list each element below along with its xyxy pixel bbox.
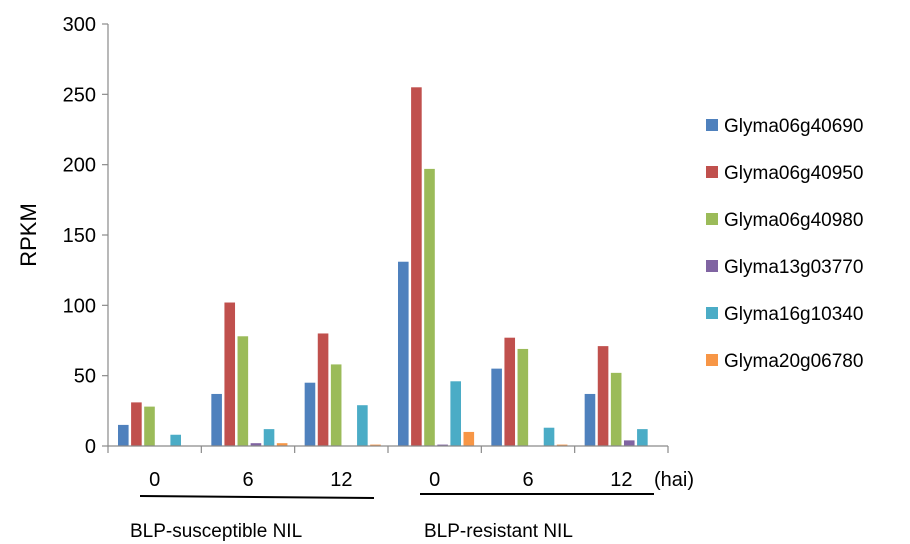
bar	[304, 382, 316, 446]
group-labels: BLP-susceptible NIL BLP-resistant NIL	[130, 493, 654, 542]
x-tick-label: 12	[330, 469, 352, 491]
legend-label: Glyma06g40690	[724, 116, 863, 137]
bar	[623, 440, 635, 446]
x-tick-label: 0	[429, 469, 440, 491]
legend-label: Glyma06g40950	[724, 163, 863, 184]
bar	[543, 427, 555, 446]
x-tick-label: 6	[242, 469, 253, 491]
y-tick-label: 300	[63, 14, 96, 36]
bar	[504, 337, 516, 446]
bar	[517, 348, 529, 446]
legend-swatch	[706, 213, 718, 225]
group-label: BLP-resistant NIL	[424, 521, 573, 542]
bar	[491, 368, 502, 446]
x-axis-unit: (hai)	[654, 469, 694, 491]
bar	[398, 261, 409, 446]
bar	[263, 429, 275, 446]
bar	[144, 406, 155, 446]
legend-swatch	[706, 166, 718, 178]
y-tick-label: 0	[85, 436, 96, 458]
bar	[317, 333, 329, 446]
bar	[556, 444, 568, 446]
bar	[411, 87, 422, 447]
group-label: BLP-susceptible NIL	[130, 521, 302, 542]
ticks-layer: 0 50 100 150 200 250 300 0 6 12 0 6 12	[63, 14, 669, 491]
bar	[211, 393, 222, 446]
bar	[437, 444, 448, 446]
bar	[463, 431, 475, 446]
bar	[637, 429, 648, 446]
y-tick-label: 100	[63, 295, 96, 317]
bars-layer	[118, 87, 648, 447]
bar	[584, 393, 596, 446]
bar	[170, 434, 181, 446]
legend-label: Glyma06g40980	[724, 210, 863, 231]
y-tick-label: 50	[74, 366, 96, 388]
legend-swatch	[706, 260, 718, 272]
y-tick-label: 150	[63, 225, 96, 247]
group-underline	[139, 495, 375, 499]
x-tick-label: 0	[149, 469, 160, 491]
legend-label: Glyma16g10340	[724, 304, 863, 325]
legend-swatch	[706, 307, 718, 319]
legend-label: Glyma20g06780	[724, 351, 863, 372]
bar	[250, 443, 262, 446]
bar	[610, 372, 622, 446]
bar	[330, 364, 342, 446]
y-tick-label: 250	[63, 84, 96, 106]
bar	[276, 443, 288, 446]
x-tick-label: 12	[610, 469, 632, 491]
legend: Glyma06g40690 Glyma06g40950 Glyma06g40980 G…	[706, 116, 863, 372]
bar	[118, 424, 129, 446]
y-tick-label: 200	[63, 155, 96, 177]
bar	[450, 381, 461, 446]
legend-swatch	[706, 119, 718, 131]
y-axis-title: RPKM	[16, 203, 41, 267]
bar	[224, 302, 236, 446]
bar	[131, 402, 142, 446]
bar	[370, 444, 381, 446]
bar	[237, 336, 249, 446]
bar	[424, 168, 435, 447]
x-tick-label: 6	[522, 469, 533, 491]
bar	[597, 346, 609, 446]
bar	[357, 405, 368, 446]
legend-label: Glyma13g03770	[724, 257, 863, 278]
legend-swatch	[706, 354, 718, 366]
